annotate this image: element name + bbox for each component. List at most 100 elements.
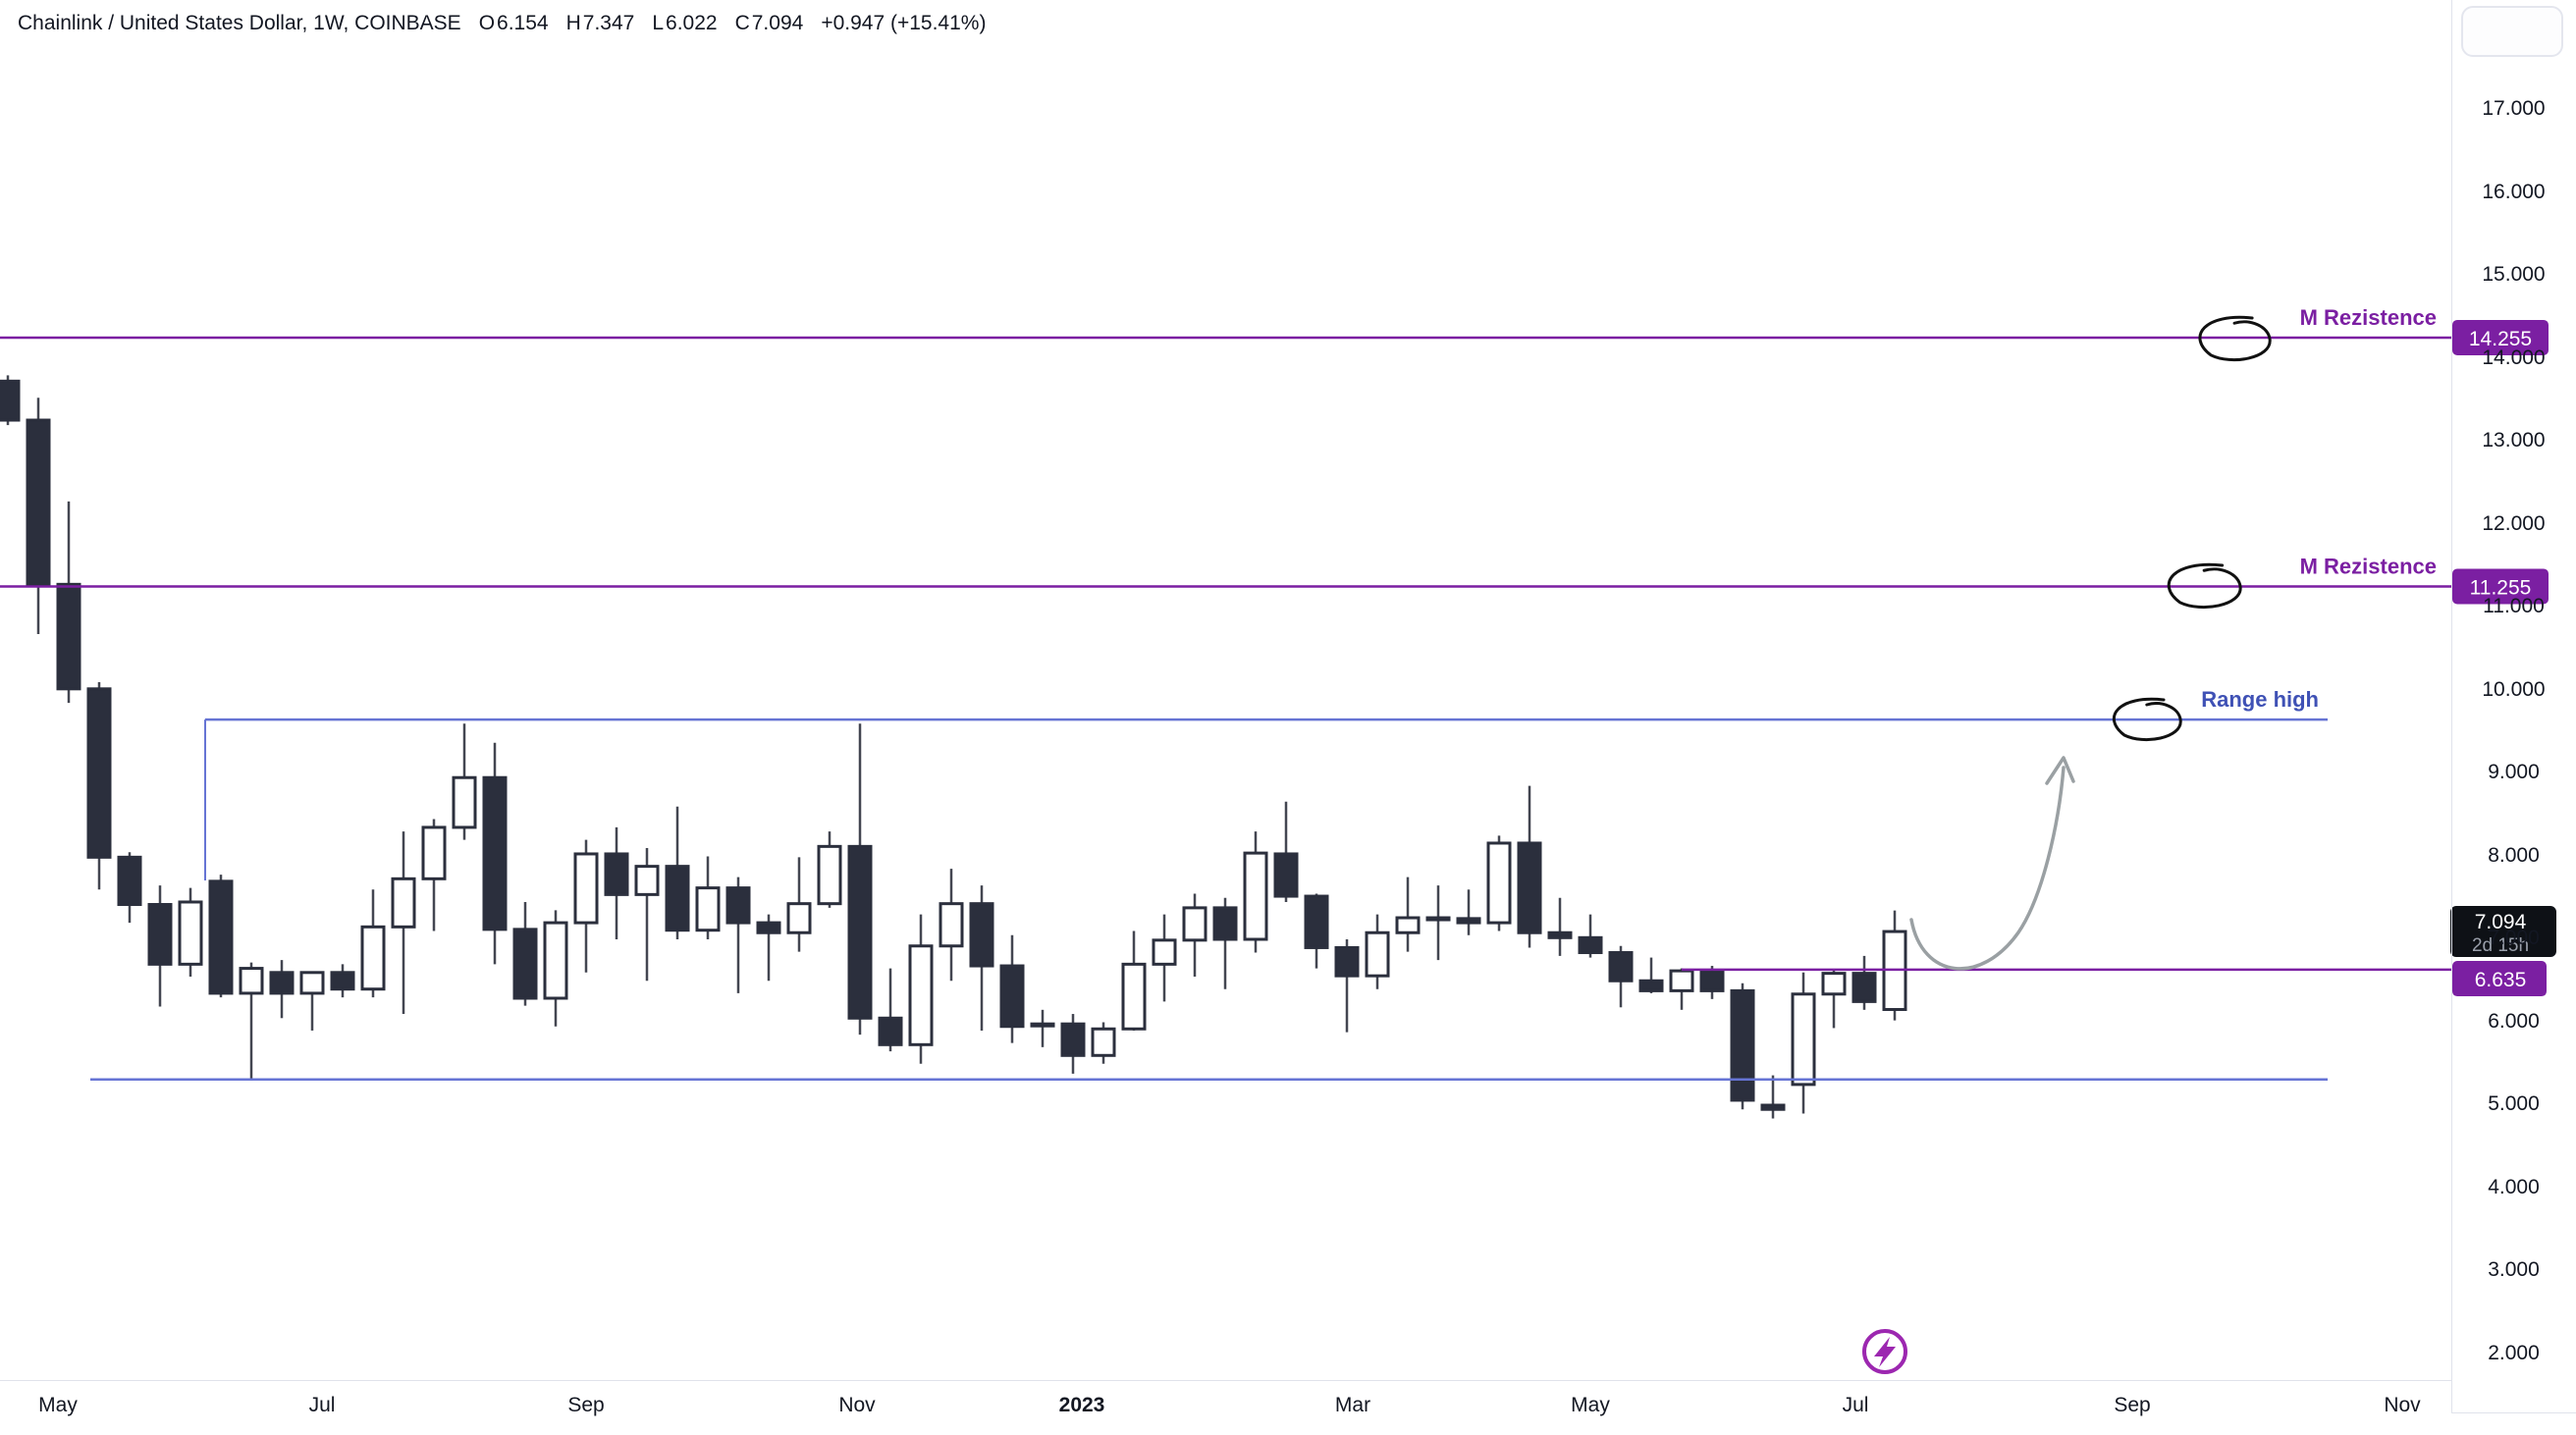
candle-body — [1365, 930, 1390, 978]
price-tick-label: 10.000 — [2482, 677, 2546, 701]
candle-body — [878, 1016, 903, 1046]
price-tick-label: 11.000 — [2483, 595, 2545, 617]
candle-body — [1578, 935, 1603, 955]
ohlc-open: O 6.154 — [478, 12, 549, 34]
candle-body — [56, 582, 81, 691]
candle-body — [1304, 894, 1329, 949]
change-readout: +0.947 (+15.41%) — [821, 12, 987, 34]
candle-body — [1730, 988, 1755, 1102]
candle-body — [1669, 969, 1694, 992]
candle-body — [1395, 916, 1421, 934]
candle-body — [1182, 906, 1208, 942]
candle-body — [1425, 916, 1451, 922]
projection-arrow[interactable] — [1909, 766, 2066, 971]
candle-body — [665, 865, 690, 932]
candle-body — [1486, 841, 1512, 925]
time-tick-label: Sep — [2114, 1394, 2151, 1416]
candle-body — [1273, 852, 1299, 898]
candle-body — [239, 967, 264, 995]
price-tick-label: 8.000 — [2488, 843, 2540, 867]
candle-body — [330, 971, 355, 991]
candle-body — [147, 903, 173, 966]
time-tick-label: 2023 — [1058, 1394, 1105, 1416]
candle-body — [1791, 992, 1816, 1087]
candle-body — [1334, 945, 1360, 978]
last-price-tag — [2450, 906, 2556, 958]
candle-body — [1456, 917, 1481, 925]
level-price-tag — [2452, 319, 2549, 355]
time-tick-label: Sep — [567, 1394, 605, 1416]
price-tick-label: 3.000 — [2488, 1258, 2540, 1281]
ohlc-low: L 6.022 — [652, 12, 718, 34]
price-axis-border — [2451, 0, 2452, 1412]
time-tick-label: Nov — [838, 1394, 876, 1416]
price-tick-label: 16.000 — [2482, 180, 2546, 203]
lightning-bolt-glyph — [1874, 1337, 1896, 1367]
candle-body — [725, 886, 751, 925]
candle-body — [1121, 962, 1147, 1031]
candle-body — [604, 852, 629, 896]
candle-body — [1060, 1022, 1086, 1057]
candle-body — [1030, 1022, 1055, 1028]
time-tick-label: Jul — [1842, 1394, 1869, 1416]
candle-body — [1517, 841, 1542, 934]
time-tick-label: May — [1571, 1394, 1610, 1416]
candle-body — [847, 844, 873, 1020]
candle-body — [452, 775, 477, 829]
candle-body — [1638, 979, 1664, 992]
toolbar-button-placeholder[interactable] — [2461, 6, 2563, 57]
candle-body — [1760, 1103, 1786, 1111]
circle-around-range-high[interactable] — [2112, 697, 2182, 742]
projection-arrow-head[interactable] — [2045, 756, 2075, 785]
level-price-tag-text: 14.255 — [2469, 328, 2532, 350]
candle-body — [999, 964, 1025, 1029]
price-tick-label: 4.000 — [2488, 1175, 2540, 1198]
level-price-tag-text: 11.255 — [2470, 576, 2532, 599]
m-resistance-1-label[interactable]: M Rezistence — [2300, 305, 2437, 330]
candles-layer — [0, 375, 1907, 1119]
candle-body — [512, 928, 538, 1000]
candle-body — [817, 844, 842, 906]
time-tick-label: Nov — [2384, 1394, 2421, 1416]
axis-corner-border — [2451, 1412, 2576, 1413]
candle-body — [117, 855, 142, 907]
symbol-title[interactable]: Chainlink / United States Dollar, 1W, CO… — [18, 12, 461, 34]
candle-body — [360, 925, 386, 991]
price-tick-label: 13.000 — [2482, 429, 2546, 452]
symbol-info-bar: Chainlink / United States Dollar, 1W, CO… — [18, 12, 986, 35]
candle-body — [421, 825, 447, 880]
price-tick-label: 9.000 — [2488, 761, 2540, 783]
price-tick-label: 5.000 — [2488, 1092, 2540, 1115]
candle-body — [208, 879, 234, 995]
candle-body — [1852, 972, 1877, 1003]
candle-body — [969, 902, 994, 968]
support-price-tag-text: 6.635 — [2475, 969, 2527, 991]
time-tick-label: Jul — [308, 1394, 336, 1416]
circle-around-resistance-1[interactable] — [2198, 315, 2272, 362]
candle-body — [1152, 938, 1177, 966]
range-high-label[interactable]: Range high — [2201, 687, 2319, 712]
price-tick-label: 14.000 — [2482, 345, 2546, 369]
ohlc-high: H 7.347 — [565, 12, 635, 34]
price-tick-label: 17.000 — [2482, 97, 2546, 120]
candle-body — [634, 865, 660, 896]
m-resistance-2-label[interactable]: M Rezistence — [2300, 554, 2437, 578]
circle-around-resistance-2[interactable] — [2167, 562, 2242, 610]
last-price-countdown: 2d 15h — [2472, 935, 2529, 956]
price-tick-label: 15.000 — [2482, 263, 2546, 286]
candle-body — [1547, 930, 1573, 939]
candle-body — [1243, 851, 1268, 941]
candle-body — [1212, 906, 1238, 941]
price-tick-label: 12.000 — [2482, 511, 2546, 535]
time-tick-label: Mar — [1334, 1394, 1371, 1416]
time-axis-border — [0, 1380, 2451, 1381]
candle-body — [178, 900, 203, 966]
candle-body — [1699, 969, 1725, 992]
candle-body — [908, 944, 934, 1046]
support-price-tag — [2452, 961, 2547, 997]
candle-body — [269, 971, 295, 995]
candle-body — [939, 902, 964, 948]
